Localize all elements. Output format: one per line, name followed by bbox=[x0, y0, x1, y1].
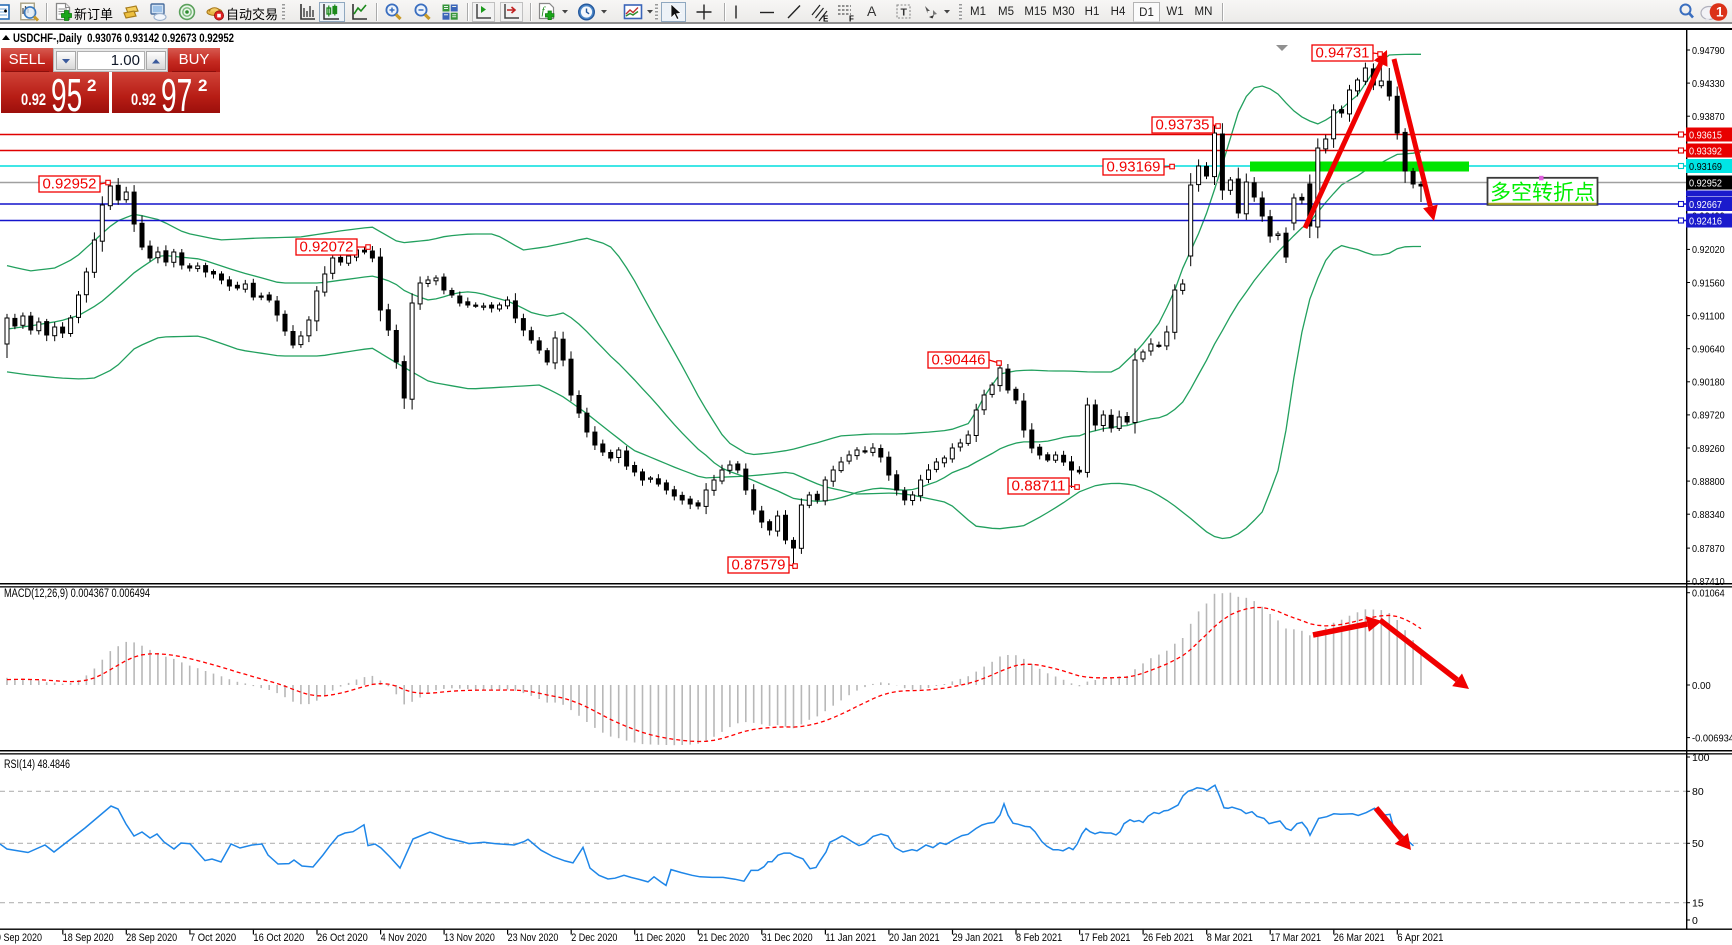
svg-text:-0.006934: -0.006934 bbox=[1692, 732, 1732, 744]
svg-text:0.94330: 0.94330 bbox=[1692, 78, 1725, 90]
svg-text:f: f bbox=[542, 5, 547, 17]
svg-text:0.89260: 0.89260 bbox=[1692, 443, 1725, 455]
svg-text:0.93615: 0.93615 bbox=[1689, 129, 1722, 141]
svg-text:8 Feb 2021: 8 Feb 2021 bbox=[1016, 932, 1062, 944]
svg-text:0.93870: 0.93870 bbox=[1692, 111, 1725, 123]
svg-text:0.92020: 0.92020 bbox=[1692, 244, 1725, 256]
svg-text:17 Feb 2021: 17 Feb 2021 bbox=[1080, 932, 1131, 944]
svg-text:T: T bbox=[901, 7, 908, 19]
svg-text:0.90446: 0.90446 bbox=[932, 353, 986, 369]
svg-text:2 Dec 2020: 2 Dec 2020 bbox=[571, 932, 617, 944]
svg-text:0.92416: 0.92416 bbox=[1689, 215, 1722, 227]
svg-text:多空转折点: 多空转折点 bbox=[1490, 182, 1595, 205]
svg-text:0.90640: 0.90640 bbox=[1692, 344, 1725, 356]
svg-text:E: E bbox=[823, 15, 829, 23]
svg-text:13 Nov 2020: 13 Nov 2020 bbox=[444, 932, 495, 944]
svg-text:F: F bbox=[849, 15, 854, 23]
svg-text:20 Jan 2021: 20 Jan 2021 bbox=[889, 932, 940, 944]
svg-text:1: 1 bbox=[1716, 5, 1724, 20]
svg-text:15: 15 bbox=[1692, 898, 1704, 910]
svg-text:23 Nov 2020: 23 Nov 2020 bbox=[508, 932, 559, 944]
svg-text:0.88711: 0.88711 bbox=[1012, 479, 1066, 495]
svg-text:0.94790: 0.94790 bbox=[1692, 45, 1725, 57]
svg-text:RSI(14) 48.4846: RSI(14) 48.4846 bbox=[4, 759, 70, 771]
svg-text:80: 80 bbox=[1692, 786, 1704, 798]
svg-text:0.94731: 0.94731 bbox=[1316, 46, 1370, 62]
svg-text:7 Oct 2020: 7 Oct 2020 bbox=[190, 932, 236, 944]
svg-text:MACD(12,26,9) 0.004367 0.00649: MACD(12,26,9) 0.004367 0.006494 bbox=[4, 588, 150, 600]
svg-text:100: 100 bbox=[1692, 752, 1710, 764]
svg-text:0.87579: 0.87579 bbox=[732, 558, 786, 574]
svg-text:9 Sep 2020: 9 Sep 2020 bbox=[0, 932, 42, 944]
svg-text:31 Dec 2020: 31 Dec 2020 bbox=[762, 932, 813, 944]
svg-text:6 Apr 2021: 6 Apr 2021 bbox=[1397, 932, 1443, 944]
svg-text:26 Feb 2021: 26 Feb 2021 bbox=[1143, 932, 1194, 944]
svg-text:26 Mar 2021: 26 Mar 2021 bbox=[1334, 932, 1385, 944]
svg-text:0.91100: 0.91100 bbox=[1692, 310, 1725, 322]
svg-text:0.92072: 0.92072 bbox=[300, 240, 354, 256]
svg-text:4 Nov 2020: 4 Nov 2020 bbox=[381, 932, 427, 944]
svg-text:16 Oct 2020: 16 Oct 2020 bbox=[253, 932, 304, 944]
svg-text:0: 0 bbox=[1692, 915, 1698, 927]
svg-text:11 Dec 2020: 11 Dec 2020 bbox=[635, 932, 686, 944]
svg-text:0.93169: 0.93169 bbox=[1107, 160, 1161, 176]
svg-text:0.88800: 0.88800 bbox=[1692, 476, 1725, 488]
svg-text:17 Mar 2021: 17 Mar 2021 bbox=[1270, 932, 1321, 944]
svg-text:0.89720: 0.89720 bbox=[1692, 410, 1725, 422]
svg-text:0.92667: 0.92667 bbox=[1689, 199, 1722, 211]
svg-text:28 Sep 2020: 28 Sep 2020 bbox=[126, 932, 177, 944]
svg-text:0.93735: 0.93735 bbox=[1156, 118, 1210, 134]
svg-text:0.87870: 0.87870 bbox=[1692, 543, 1725, 555]
svg-text:0.90180: 0.90180 bbox=[1692, 377, 1725, 389]
svg-text:0.87410: 0.87410 bbox=[1692, 576, 1725, 588]
svg-text:0.92952: 0.92952 bbox=[1689, 177, 1722, 189]
svg-text:18 Sep 2020: 18 Sep 2020 bbox=[63, 932, 114, 944]
svg-text:0.88340: 0.88340 bbox=[1692, 509, 1725, 521]
svg-text:21 Dec 2020: 21 Dec 2020 bbox=[698, 932, 749, 944]
svg-text:29 Jan 2021: 29 Jan 2021 bbox=[953, 932, 1004, 944]
svg-text:0.01064: 0.01064 bbox=[1692, 588, 1725, 600]
svg-text:0.92952: 0.92952 bbox=[43, 177, 97, 193]
svg-text:26 Oct 2020: 26 Oct 2020 bbox=[317, 932, 368, 944]
svg-text:0.93392: 0.93392 bbox=[1689, 145, 1722, 157]
svg-text:0.00: 0.00 bbox=[1692, 680, 1711, 692]
svg-text:8 Mar 2021: 8 Mar 2021 bbox=[1207, 932, 1253, 944]
svg-text:11 Jan 2021: 11 Jan 2021 bbox=[825, 932, 876, 944]
svg-text:50: 50 bbox=[1692, 838, 1704, 850]
svg-text:0.93169: 0.93169 bbox=[1689, 161, 1722, 173]
svg-text:0.91560: 0.91560 bbox=[1692, 277, 1725, 289]
